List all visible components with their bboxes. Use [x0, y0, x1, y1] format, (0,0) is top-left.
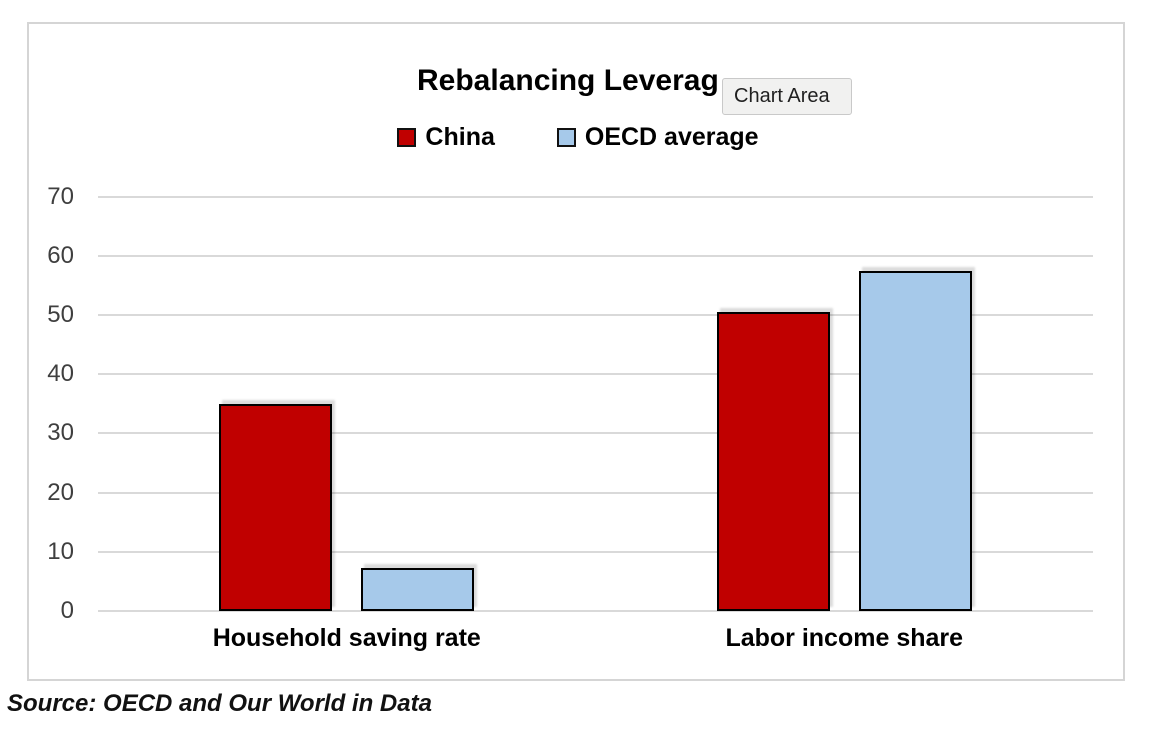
- y-axis-tick-label: 50: [47, 300, 74, 328]
- y-gridline: [98, 610, 1093, 612]
- legend-item-oecd-average[interactable]: OECD average: [556, 123, 759, 152]
- y-axis-tick-label: 70: [47, 182, 74, 210]
- chart-legend: China OECD average: [0, 123, 1156, 152]
- y-axis-tick-label: 30: [47, 419, 74, 447]
- chart-area-tooltip: Chart Area: [722, 78, 852, 115]
- bar-china-household-saving-rate[interactable]: [219, 403, 333, 611]
- source-note: Source: OECD and Our World in Data: [7, 690, 432, 717]
- y-axis-tick-label: 10: [47, 537, 74, 565]
- y-gridline: [98, 313, 1093, 316]
- bar-oecd-average-labor-income-share[interactable]: [858, 270, 972, 611]
- y-gridline: [98, 550, 1093, 553]
- x-axis-category-label: Household saving rate: [212, 624, 481, 652]
- legend-swatch-china-icon: [397, 128, 417, 147]
- y-axis-tick-label: 60: [47, 241, 74, 269]
- bar-china-labor-income-share[interactable]: [716, 311, 830, 611]
- y-axis-tick-label: 40: [47, 360, 74, 388]
- y-gridline: [98, 195, 1093, 198]
- legend-swatch-oecd-average-icon: [556, 128, 576, 147]
- y-gridline: [98, 254, 1093, 257]
- legend-label-oecd-average: OECD average: [584, 123, 759, 151]
- y-axis-tick-label: 0: [60, 597, 74, 624]
- bar-oecd-average-household-saving-rate[interactable]: [361, 568, 475, 611]
- x-axis-category-label: Labor income share: [725, 624, 964, 652]
- y-axis-tick-label: 20: [47, 478, 74, 506]
- legend-item-china[interactable]: China: [397, 123, 495, 152]
- legend-label-china: China: [425, 123, 495, 151]
- y-gridline: [98, 373, 1093, 376]
- y-gridline: [98, 432, 1093, 435]
- chart-title[interactable]: Rebalancing Leverag: [417, 64, 719, 97]
- y-gridline: [98, 491, 1093, 494]
